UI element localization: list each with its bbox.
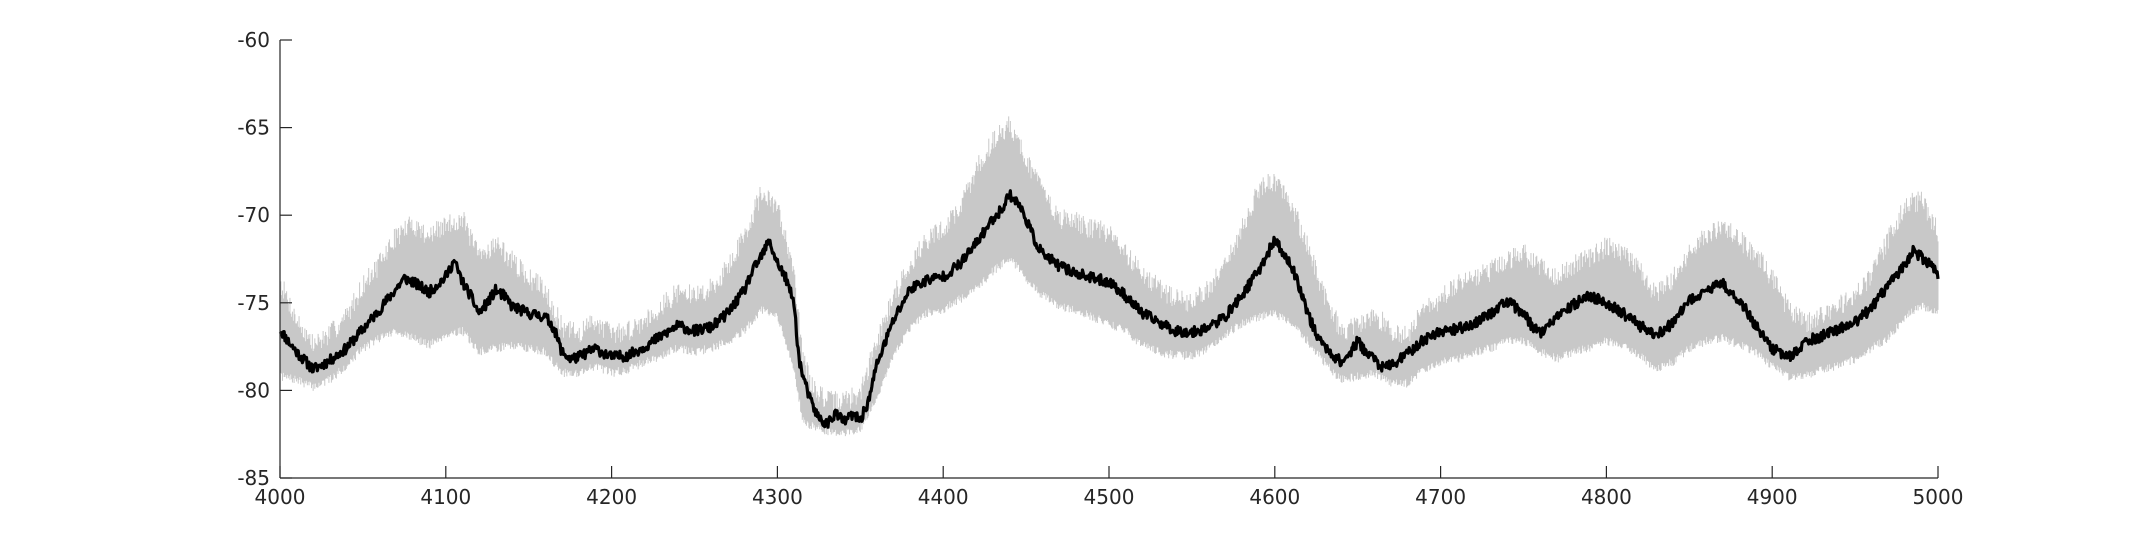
- y-tick-label: -65: [237, 116, 270, 140]
- series-band: [279, 116, 1939, 437]
- x-tick-label: 4500: [1084, 485, 1135, 509]
- y-tick-label: -60: [237, 28, 270, 52]
- x-tick-label: 4900: [1747, 485, 1798, 509]
- x-tick-label: 4100: [420, 485, 471, 509]
- x-tick-label: 5000: [1913, 485, 1964, 509]
- x-tick-label: 4400: [918, 485, 969, 509]
- y-tick-label: -75: [237, 291, 270, 315]
- mean-line-layer: [278, 189, 1940, 429]
- y-tick-label: -85: [237, 466, 270, 490]
- series-mean-line: [278, 189, 1940, 429]
- y-tick-label: -70: [237, 203, 270, 227]
- x-tick-label: 4800: [1581, 485, 1632, 509]
- x-tick-label: 4000: [255, 485, 306, 509]
- x-tick-label: 4700: [1415, 485, 1466, 509]
- y-tick-label: -80: [237, 378, 270, 402]
- x-tick-label: 4600: [1249, 485, 1300, 509]
- confidence-band-layer: [279, 116, 1939, 437]
- x-tick-label: 4300: [752, 485, 803, 509]
- x-tick-label: 4200: [586, 485, 637, 509]
- ticks: 4000 4100 4200 4300 4400 4500 4600 4700 4800 4900…: [237, 28, 1963, 509]
